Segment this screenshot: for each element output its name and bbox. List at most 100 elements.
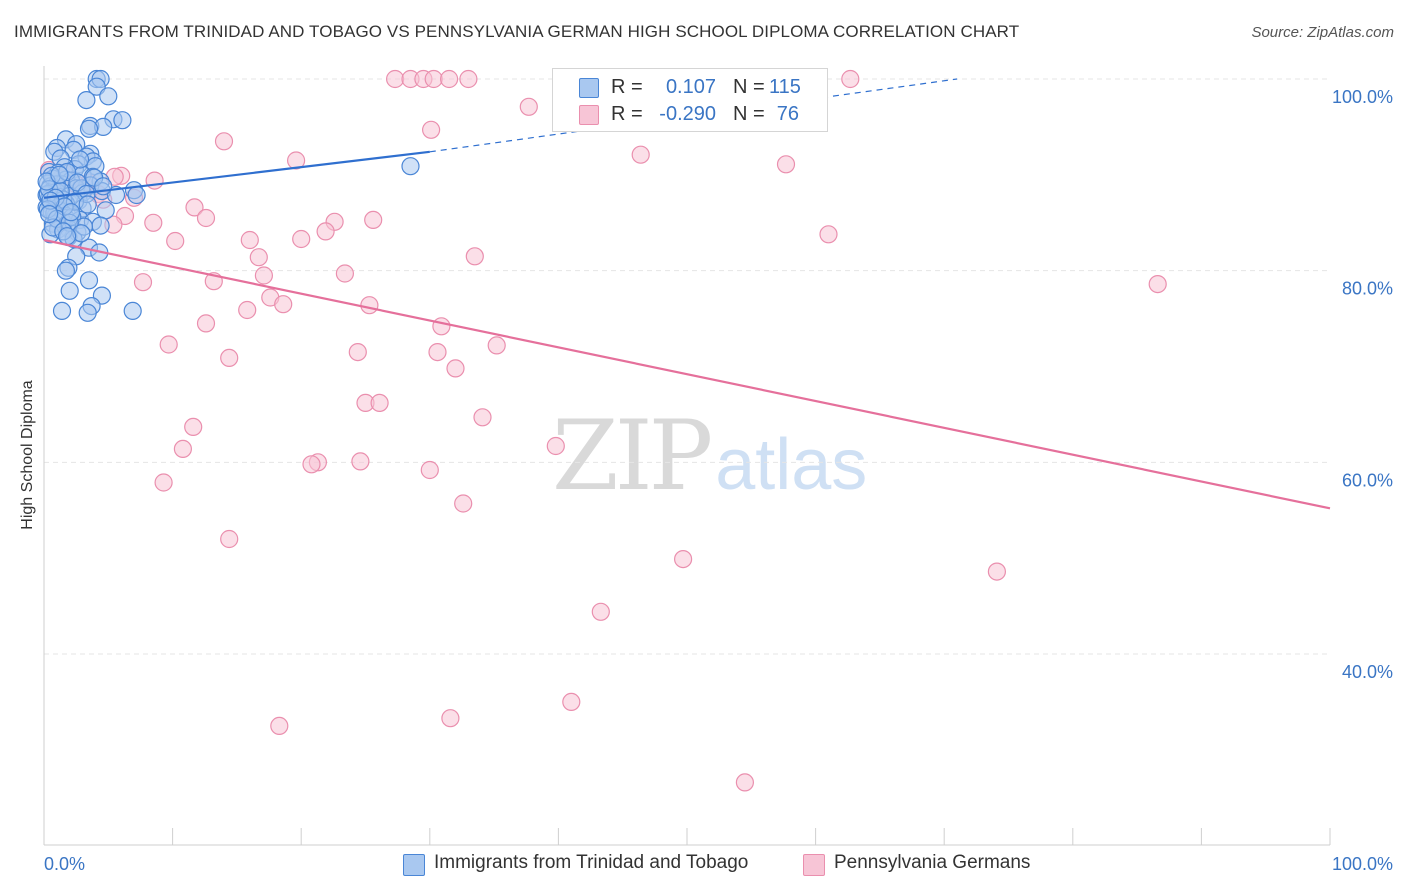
data-point: [562, 692, 581, 712]
stat-row-pennsylvania-germans: R = -0.290 N = 76: [553, 101, 827, 127]
y-tick-label: 40.0%: [1342, 662, 1393, 682]
data-point: [79, 119, 99, 138]
data-point: [78, 303, 97, 322]
data-point: [154, 473, 173, 492]
data-point: [238, 300, 257, 320]
data-point: [302, 455, 321, 474]
watermark-atlas: atlas: [715, 425, 868, 505]
data-point: [422, 120, 441, 139]
data-point: [459, 69, 478, 89]
data-point: [39, 205, 59, 224]
data-point: [99, 87, 118, 106]
y-axis-label: High School Diploma: [19, 380, 36, 530]
data-point: [56, 261, 76, 280]
data-point: [91, 216, 110, 235]
tick-labels: 100.0% 80.0% 60.0% 40.0% 0.0% 100.0%: [44, 87, 1393, 874]
data-point: [270, 716, 289, 736]
data-point: [79, 271, 99, 290]
series-pennsylvania-germans: [39, 69, 1167, 792]
data-point: [364, 210, 383, 229]
data-point: [166, 231, 185, 251]
x-tick-label: 0.0%: [44, 854, 85, 874]
data-point: [196, 208, 216, 228]
data-point: [184, 417, 203, 436]
data-point: [274, 295, 293, 314]
n-value: 115: [769, 76, 801, 98]
data-point: [432, 317, 451, 336]
data-point: [185, 198, 204, 217]
source-label: Source: ZipAtlas.com: [1251, 24, 1394, 41]
stat-swatch-blue: [579, 78, 599, 98]
data-point: [446, 359, 465, 378]
data-point: [454, 494, 473, 513]
legend-item-immigrants[interactable]: Immigrants from Trinidad and Tobago: [403, 850, 783, 878]
data-point: [370, 393, 389, 412]
n-label: N =: [733, 103, 765, 125]
data-point: [776, 155, 796, 174]
gridlines: [44, 78, 1330, 655]
data-point: [386, 69, 405, 89]
data-point: [70, 150, 90, 169]
data-point: [348, 343, 367, 362]
data-point: [113, 111, 132, 130]
y-tick-label: 60.0%: [1342, 470, 1393, 490]
series-immigrants-trinidad-tobago: [37, 69, 420, 322]
trend-lines-top: [43, 78, 1331, 510]
data-point: [841, 69, 860, 89]
data-point: [487, 336, 506, 355]
r-label: R =: [611, 76, 643, 98]
data-point: [424, 69, 443, 89]
data-point: [61, 203, 81, 222]
watermark: ZIPatlas: [552, 400, 867, 512]
data-point: [254, 266, 273, 285]
stat-swatch-pink: [579, 105, 599, 125]
data-point: [52, 301, 72, 320]
x-tick-label: 100.0%: [1332, 854, 1393, 874]
legend-swatch-blue: [403, 854, 425, 876]
legend-label: Pennsylvania Germans: [834, 852, 1031, 873]
data-point: [591, 602, 610, 621]
data-point: [57, 227, 77, 246]
data-point: [196, 314, 216, 333]
data-point: [987, 562, 1007, 581]
data-point: [220, 529, 239, 549]
n-value: 76: [776, 103, 799, 125]
legend-label: Immigrants from Trinidad and Tobago: [434, 852, 749, 873]
data-point: [159, 335, 178, 354]
data-point: [316, 222, 335, 241]
legend-item-pennsylvania-germans[interactable]: Pennsylvania Germans: [803, 850, 1053, 878]
data-point: [144, 213, 163, 232]
data-point: [335, 264, 354, 283]
data-point: [287, 151, 306, 170]
data-point: [214, 132, 234, 151]
data-point: [631, 145, 650, 164]
data-point: [240, 230, 259, 250]
data-point: [292, 229, 311, 249]
r-value: 0.107: [665, 76, 716, 98]
axes: [43, 66, 1331, 846]
data-point: [401, 157, 420, 176]
data-point: [78, 195, 97, 214]
data-point: [60, 281, 79, 300]
data-point: [77, 90, 96, 110]
data-point: [145, 171, 164, 190]
data-point: [546, 436, 565, 456]
data-point: [351, 452, 370, 471]
data-point: [127, 185, 146, 205]
trend-line-pennsylvania-germans: [43, 238, 1331, 510]
data-point: [428, 343, 447, 362]
stats-legend-box: R = 0.107 N = 115 R = -0.290 N = 76: [552, 68, 828, 132]
data-point: [441, 709, 460, 728]
r-label: R =: [611, 103, 643, 125]
data-point: [1148, 275, 1167, 294]
chart-title: IMMIGRANTS FROM TRINIDAD AND TOBAGO VS P…: [14, 22, 1020, 41]
data-point: [50, 165, 69, 184]
data-point: [473, 408, 492, 427]
data-point: [673, 549, 693, 569]
data-point: [735, 773, 755, 792]
stat-row-immigrants: R = 0.107 N = 115: [553, 74, 827, 100]
data-point: [465, 247, 484, 266]
trend-line-immigrants: [43, 150, 430, 199]
n-label: N =: [733, 76, 765, 98]
